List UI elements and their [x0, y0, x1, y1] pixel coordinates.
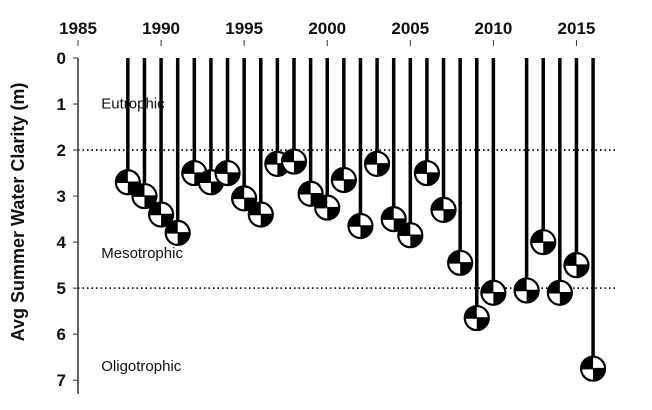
- x-tick-label: 2005: [391, 19, 429, 38]
- x-tick-label: 1995: [225, 19, 263, 38]
- y-tick-label: 7: [57, 371, 66, 390]
- secchi-disk-markers: [114, 148, 607, 382]
- secchi-disk-marker: [480, 279, 507, 306]
- x-axis-ticks: 1985 1990 1995 2000 2005 2010 2015: [59, 19, 595, 46]
- y-tick-label: 4: [57, 233, 67, 252]
- zone-label: Oligotrophic: [101, 358, 182, 375]
- y-axis-label: Avg Summer Water Clarity (m): [8, 83, 28, 342]
- clarity-stems: [126, 58, 595, 369]
- secchi-disk-marker: [463, 304, 490, 332]
- secchi-disk-marker: [530, 229, 557, 256]
- secchi-disk-marker: [280, 148, 308, 175]
- secchi-disk-marker: [579, 355, 607, 382]
- secchi-disk-marker: [447, 249, 474, 276]
- secchi-disk-marker: [380, 205, 407, 233]
- y-tick-label: 5: [57, 279, 66, 298]
- secchi-disk-marker: [330, 166, 357, 194]
- secchi-disk-marker: [247, 201, 274, 228]
- secchi-disk-marker: [131, 182, 158, 210]
- secchi-disk-marker: [546, 279, 573, 306]
- secchi-disk-marker: [297, 180, 324, 207]
- x-tick-label: 2015: [558, 19, 596, 38]
- y-tick-label: 3: [57, 187, 66, 206]
- secchi-disk-marker: [430, 196, 457, 223]
- secchi-disk-marker: [114, 169, 141, 196]
- secchi-disk-marker: [413, 159, 441, 187]
- x-tick-label: 2010: [474, 19, 512, 38]
- secchi-disk-marker: [563, 252, 590, 279]
- secchi-disk-marker: [164, 219, 191, 247]
- x-tick-label: 1985: [59, 19, 97, 38]
- y-tick-label: 0: [57, 49, 66, 68]
- secchi-disk-marker: [314, 194, 341, 221]
- y-tick-label: 1: [57, 95, 66, 114]
- secchi-disk-marker: [513, 277, 540, 304]
- secchi-disk-marker: [397, 222, 424, 249]
- x-tick-label: 1990: [142, 19, 180, 38]
- secchi-disk-marker: [231, 185, 258, 212]
- secchi-disk-marker: [147, 201, 175, 228]
- secchi-disk-marker: [347, 212, 374, 240]
- y-axis-ticks: 0 1 2 3 4 5 6 7: [57, 49, 78, 390]
- zone-label: Mesotrophic: [101, 245, 183, 262]
- secchi-disk-marker: [363, 150, 391, 177]
- y-tick-label: 2: [57, 141, 66, 160]
- secchi-disk-marker: [214, 159, 241, 187]
- x-tick-label: 2000: [308, 19, 346, 38]
- zone-label: Eutrophic: [101, 96, 165, 113]
- y-tick-label: 6: [57, 325, 66, 344]
- trophic-zone-labels: Eutrophic Mesotrophic Oligotrophic: [101, 96, 183, 375]
